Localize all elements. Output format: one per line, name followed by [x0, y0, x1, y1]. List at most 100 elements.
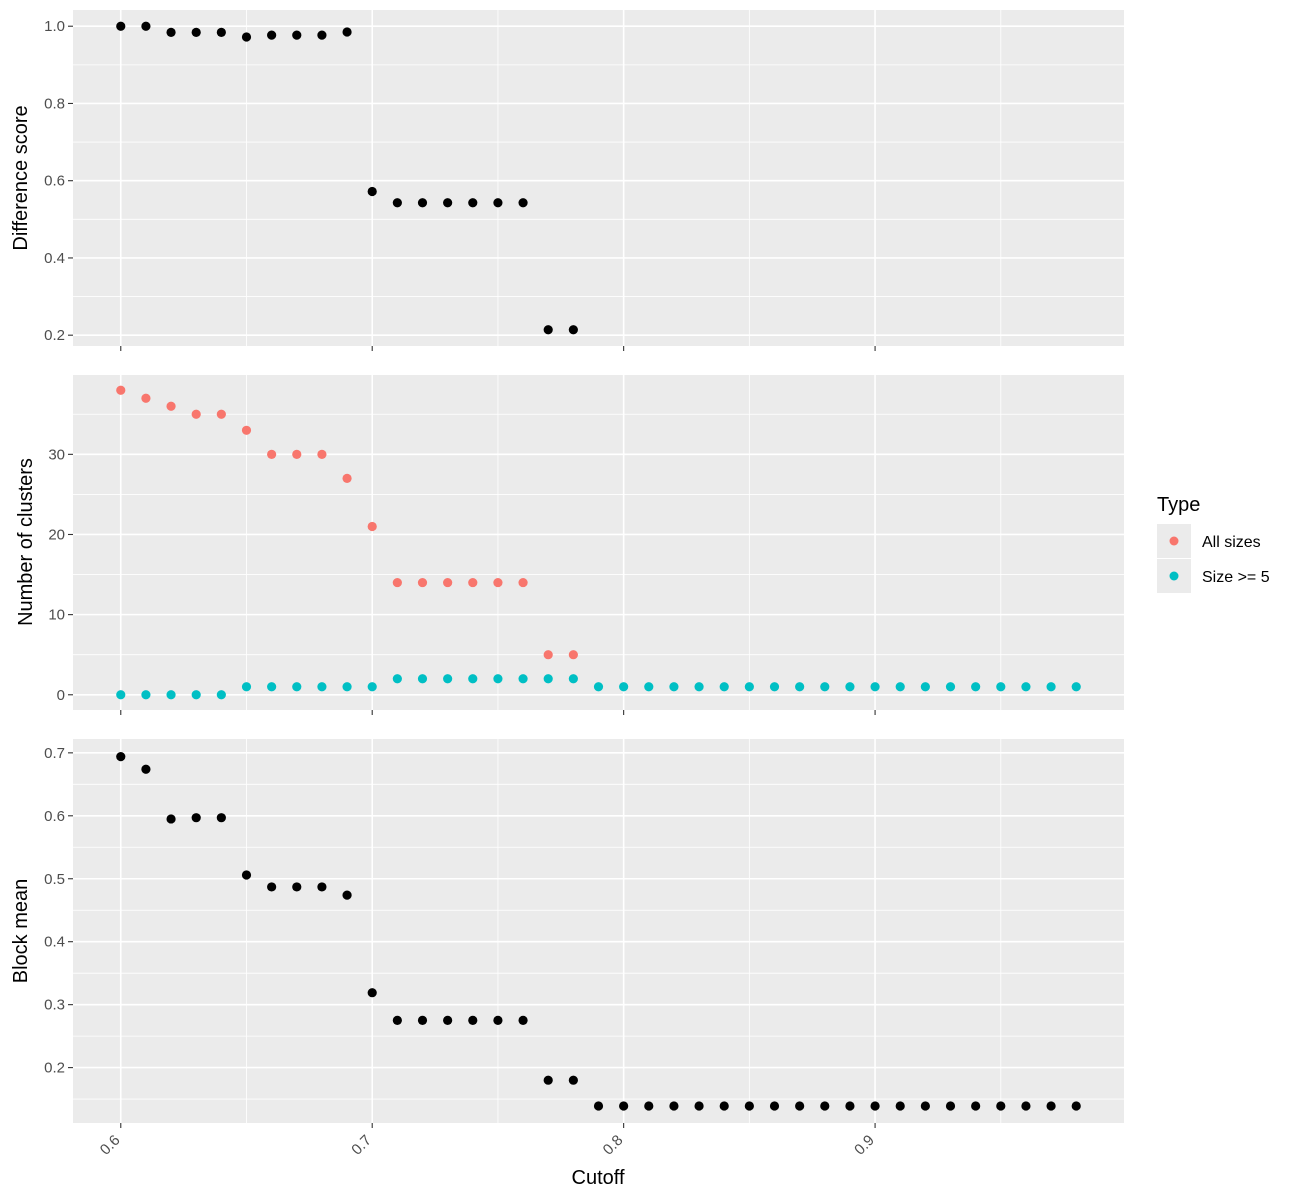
gridlines: [73, 10, 1124, 346]
data-point: [367, 521, 377, 532]
data-point: [443, 1015, 453, 1025]
data-point: [342, 682, 352, 692]
data-point: [292, 682, 302, 692]
data-point: [820, 1101, 830, 1111]
data-point: [317, 449, 327, 459]
y-tick-label: 1.0: [44, 18, 65, 35]
data-points: [116, 385, 1081, 700]
data-point: [996, 682, 1006, 692]
data-point: [845, 682, 855, 692]
y-tick-label: 0.5: [44, 871, 65, 888]
data-point: [493, 198, 503, 208]
panel-block-mean: 0.2 0.3 0.4 0.5 0.6 0.7 0.6 0.7 0.8 0.9 Block me…: [10, 739, 1124, 1159]
data-point: [895, 682, 905, 692]
data-point: [367, 682, 377, 692]
data-point: [417, 198, 428, 208]
data-point: [191, 813, 201, 823]
data-point: [292, 30, 302, 40]
x-axis-ticks: [120, 710, 876, 715]
data-point: [669, 1101, 679, 1111]
data-point: [267, 449, 277, 459]
data-point: [216, 27, 226, 37]
data-point: [769, 1101, 780, 1111]
data-point: [468, 1015, 478, 1025]
legend-label-size-5: Size >= 5: [1202, 569, 1270, 586]
data-point: [619, 1101, 629, 1111]
data-point: [417, 577, 428, 588]
data-point: [1046, 682, 1056, 692]
x-axis-ticks: [120, 346, 876, 351]
data-point: [493, 577, 503, 588]
data-point: [116, 690, 126, 700]
data-point: [191, 27, 201, 37]
x-axis-title: Cutoff: [572, 1167, 625, 1189]
legend-key-all-sizes: [1169, 536, 1179, 546]
data-point: [971, 682, 981, 692]
data-point: [241, 425, 252, 435]
data-point: [719, 682, 729, 692]
y-tick-label: 0.4: [44, 250, 65, 267]
data-point: [166, 27, 176, 37]
panel-background: [73, 739, 1124, 1123]
data-point: [518, 674, 528, 684]
data-point: [568, 1075, 578, 1085]
data-point: [845, 1101, 855, 1111]
data-point: [166, 401, 176, 411]
data-point: [1071, 682, 1081, 692]
y-tick-label: 0: [57, 687, 65, 704]
gridlines: [73, 375, 1124, 710]
data-point: [292, 449, 302, 459]
data-point: [116, 752, 126, 762]
legend: Type All sizes Size >= 5: [1157, 494, 1270, 593]
panel-number-of-clusters: 0 10 20 30 Number of clusters: [15, 375, 1124, 715]
data-point: [694, 1101, 704, 1111]
data-points: [116, 752, 1081, 1111]
data-point: [945, 1101, 956, 1111]
panel-background: [73, 375, 1124, 710]
data-point: [795, 1101, 805, 1111]
data-point: [996, 1101, 1006, 1111]
data-point: [191, 690, 201, 700]
data-point: [744, 682, 754, 692]
data-point: [568, 325, 578, 335]
data-point: [241, 32, 252, 42]
y-tick-label: 0.2: [44, 1060, 65, 1077]
data-point: [644, 682, 654, 692]
data-point: [820, 682, 830, 692]
data-point: [945, 682, 956, 692]
data-point: [769, 682, 780, 692]
panel-difference-score: 0.2 0.4 0.6 0.8 1.0 Difference score: [10, 10, 1124, 351]
x-tick-label: 0.6: [97, 1132, 124, 1159]
data-point: [1046, 1101, 1056, 1111]
data-point: [216, 690, 226, 700]
data-point: [493, 674, 503, 684]
data-point: [443, 577, 453, 588]
data-point: [191, 409, 201, 419]
data-point: [317, 682, 327, 692]
data-point: [468, 198, 478, 208]
data-points: [116, 21, 578, 335]
data-point: [543, 1075, 553, 1085]
y-axis-title: Difference score: [10, 105, 32, 250]
x-tick-label: 0.9: [851, 1132, 878, 1159]
data-point: [895, 1101, 905, 1111]
y-tick-label: 10: [48, 607, 65, 624]
y-tick-label: 0.8: [44, 95, 65, 112]
data-point: [518, 198, 528, 208]
legend-title: Type: [1157, 494, 1200, 516]
data-point: [744, 1101, 754, 1111]
data-point: [719, 1101, 729, 1111]
y-axis-title: Number of clusters: [15, 458, 37, 626]
data-point: [493, 1015, 503, 1025]
data-point: [267, 682, 277, 692]
data-point: [1021, 1101, 1031, 1111]
data-point: [568, 650, 578, 660]
data-point: [116, 21, 126, 31]
data-point: [443, 198, 453, 208]
legend-key-size-5: [1169, 571, 1179, 581]
gridlines: [73, 739, 1124, 1123]
data-point: [141, 21, 151, 31]
x-tick-label: 0.7: [348, 1132, 375, 1159]
data-point: [518, 1015, 528, 1025]
